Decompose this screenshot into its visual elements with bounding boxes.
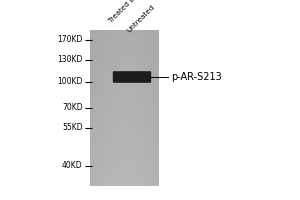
Text: 170KD: 170KD bbox=[57, 36, 82, 45]
Text: 40KD: 40KD bbox=[62, 162, 82, 170]
Text: Untreated: Untreated bbox=[126, 4, 156, 34]
FancyBboxPatch shape bbox=[113, 71, 151, 83]
Text: 100KD: 100KD bbox=[57, 77, 82, 86]
Text: p-AR-S213: p-AR-S213 bbox=[171, 72, 222, 82]
Text: 70KD: 70KD bbox=[62, 104, 82, 112]
Text: 55KD: 55KD bbox=[62, 123, 82, 132]
Text: 130KD: 130KD bbox=[57, 55, 82, 64]
Text: Treated by blocking peptide: Treated by blocking peptide bbox=[108, 0, 184, 24]
